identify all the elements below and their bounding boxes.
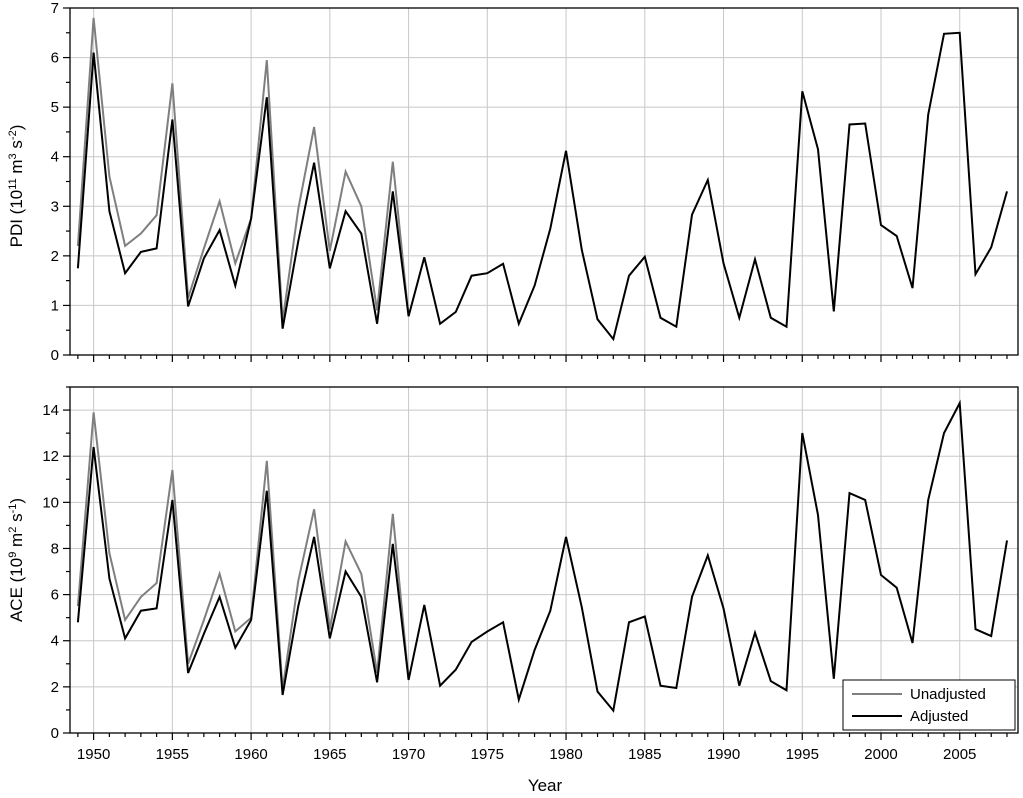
pdi-y-tick-label: 7: [51, 0, 59, 17]
x-tick-label: 1970: [392, 746, 425, 763]
x-tick-label: 1985: [628, 746, 661, 763]
ace-y-tick-label: 0: [51, 725, 59, 742]
pdi-y-tick-label: 1: [51, 297, 59, 314]
legend-label-adjusted: Adjusted: [910, 708, 968, 725]
x-tick-label: 1975: [471, 746, 504, 763]
ace-y-tick-label: 8: [51, 540, 59, 557]
pdi-y-tick-label: 5: [51, 99, 59, 116]
ace-y-tick-label: 2: [51, 679, 59, 696]
ace-series-line-adjusted: [76, 399, 1008, 713]
pdi-y-tick-label: 2: [51, 248, 59, 265]
ace-series-line-unadjusted: [76, 412, 410, 690]
ace-plot-frame: [69, 386, 1019, 734]
x-tick-label: 1960: [234, 746, 267, 763]
ace-y-tick-label: 6: [51, 587, 59, 604]
pdi-series-line-unadjusted: [76, 17, 410, 322]
ace-y-tick-label: 14: [42, 402, 59, 419]
x-tick-label: 1980: [549, 746, 582, 763]
ace-y-tick-label: 10: [42, 494, 59, 511]
pdi-y-tick-label: 6: [51, 50, 59, 67]
ace-y-tick-label: 12: [42, 448, 59, 465]
pdi-y-axis-title: PDI (1011 m3 s-2): [7, 125, 26, 248]
pdi-plot-frame: [69, 7, 1019, 356]
pdi-panel: 0 1 2 3 4 5 6 7: [51, 0, 1019, 364]
legend: Unadjusted Adjusted: [842, 679, 1016, 731]
ace-y-tick-label: 4: [51, 633, 59, 650]
pdi-y-tick-label: 0: [51, 347, 59, 364]
x-tick-label: 1950: [77, 746, 110, 763]
x-tick-label: 1990: [707, 746, 740, 763]
x-tick-label: 1965: [313, 746, 346, 763]
pdi-y-tick-label: 3: [51, 198, 59, 215]
x-tick-label: 1995: [786, 746, 819, 763]
pdi-y-tick-label: 4: [51, 149, 59, 166]
x-tick-label: 2000: [864, 746, 897, 763]
x-tick-label: 2005: [943, 746, 976, 763]
pdi-series-line-adjusted: [76, 31, 1008, 342]
x-axis-title: Year: [528, 776, 563, 795]
x-tick-label: 1955: [156, 746, 189, 763]
ace-y-axis-title: ACE (109 m2 s-1): [7, 498, 26, 622]
legend-label-unadjusted: Unadjusted: [910, 686, 986, 703]
ace-panel: 1950 1955 1960 1965 1970 1975 1980 1985 1990 1995…: [42, 386, 1019, 763]
